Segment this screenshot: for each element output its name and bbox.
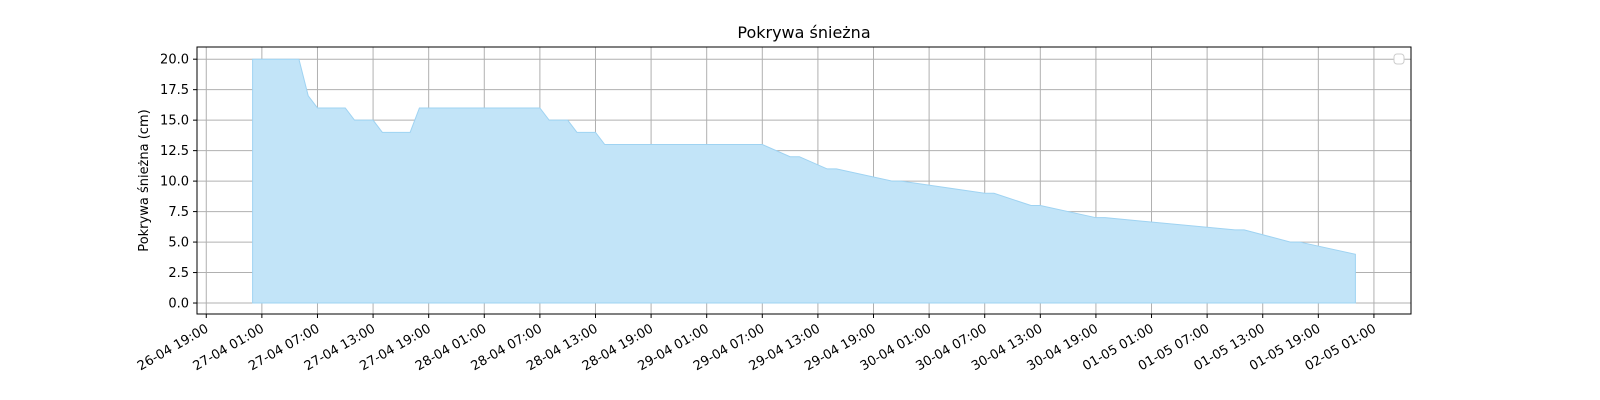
y-tick-label: 5.0 — [168, 236, 189, 251]
y-axis: 0.0 2.5 5.0 7.5 10.0 12.5 15.0 17.5 20.0 — [160, 53, 197, 312]
snow-cover-area — [252, 58, 1356, 304]
y-tick-label: 12.5 — [160, 144, 189, 159]
y-tick-label: 0.0 — [168, 297, 189, 312]
y-tick-label: 20.0 — [160, 53, 189, 68]
y-axis-label: Pokrywa śnieżna (cm) — [137, 109, 152, 251]
y-tick-label: 17.5 — [160, 83, 189, 98]
y-tick-label: 10.0 — [160, 175, 189, 190]
legend — [1393, 53, 1405, 65]
chart-title: Pokrywa śnieżna — [737, 23, 870, 42]
y-tick-label: 2.5 — [168, 266, 189, 281]
y-tick-label: 7.5 — [168, 205, 189, 220]
y-tick-label: 15.0 — [160, 114, 189, 129]
plot-frame — [196, 46, 1412, 315]
